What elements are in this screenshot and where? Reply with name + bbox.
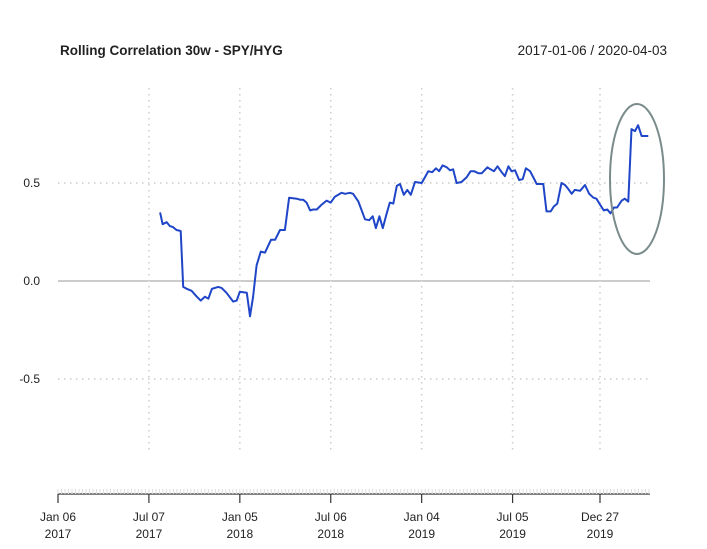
x-tick-year: 2017 (45, 527, 72, 541)
x-tick-label: Jul 05 (497, 510, 529, 524)
x-tick-label: Jul 06 (315, 510, 347, 524)
y-tick-label: -0.5 (19, 372, 40, 386)
x-tick-label: Dec 27 (581, 510, 619, 524)
x-tick-year: 2019 (408, 527, 435, 541)
date-range: 2017-01-06 / 2020-04-03 (518, 43, 667, 58)
x-tick-year: 2019 (499, 527, 526, 541)
series-line (159, 124, 649, 318)
x-tick-label: Jan 06 (40, 510, 76, 524)
x-tick-year: 2019 (587, 527, 614, 541)
x-tick-year: 2018 (226, 527, 253, 541)
x-tick-label: Jan 04 (404, 510, 440, 524)
chart-title: Rolling Correlation 30w - SPY/HYG (60, 43, 283, 58)
x-tick-label: Jan 05 (222, 510, 258, 524)
x-tick-year: 2018 (317, 527, 344, 541)
y-tick-label: 0.0 (23, 274, 40, 288)
highlight-ellipse (609, 103, 665, 255)
x-tick-label: Jul 07 (133, 510, 165, 524)
x-tick-year: 2017 (136, 527, 163, 541)
y-tick-label: 0.5 (23, 176, 40, 190)
